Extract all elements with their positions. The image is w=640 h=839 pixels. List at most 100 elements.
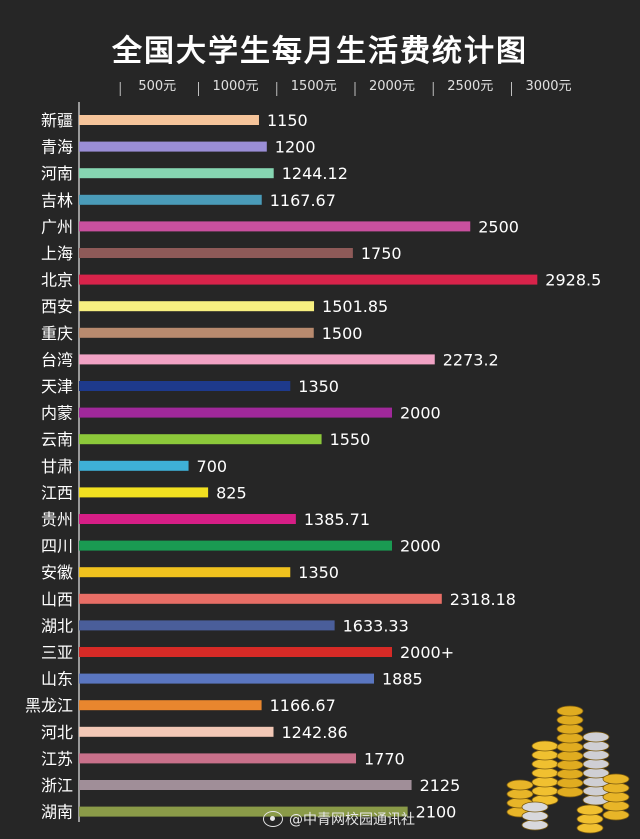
value-label: 1200 — [275, 138, 316, 157]
value-label: 1501.85 — [322, 297, 388, 316]
bar — [79, 354, 435, 365]
coin — [556, 723, 584, 735]
value-label: 1350 — [298, 377, 339, 396]
category-label: 四川 — [41, 537, 73, 556]
category-label: 上海 — [41, 244, 73, 263]
watermark-text: @中青网校园通讯社 — [289, 812, 415, 828]
coin — [556, 786, 584, 798]
bar — [79, 407, 392, 418]
value-label: 1244.12 — [282, 164, 348, 183]
bar — [79, 753, 357, 764]
coin — [602, 773, 630, 785]
x-tick-label: 3000元 — [525, 79, 571, 94]
category-label: 湖北 — [41, 616, 73, 635]
value-label: 1150 — [267, 111, 308, 130]
bar — [79, 248, 353, 258]
value-label: 1885 — [382, 670, 423, 689]
category-label: 云南 — [41, 430, 73, 449]
value-label: 700 — [197, 457, 228, 476]
category-label: 三亚 — [41, 643, 73, 662]
value-label: 1500 — [322, 324, 363, 343]
coin — [506, 779, 534, 791]
bar — [79, 700, 262, 711]
value-label: 1242.86 — [282, 723, 348, 742]
value-label: 2000 — [400, 404, 441, 423]
bar — [79, 673, 375, 684]
x-tick-label: 500元 — [138, 79, 176, 94]
bar — [79, 620, 335, 631]
value-label: 2125 — [420, 776, 461, 795]
coin — [582, 731, 610, 743]
value-label: 2000+ — [400, 643, 454, 662]
category-label: 浙江 — [41, 776, 73, 795]
weibo-icon — [263, 811, 283, 827]
watermark: @中青网校园通讯社 — [263, 809, 415, 829]
coin — [602, 782, 630, 794]
category-label: 湖南 — [41, 803, 73, 822]
coin — [582, 749, 610, 761]
bar — [79, 806, 408, 817]
coin — [602, 800, 630, 812]
category-label: 台湾 — [41, 350, 73, 369]
bar — [79, 514, 296, 524]
coin — [556, 750, 584, 762]
value-label: 1633.33 — [343, 616, 409, 635]
bar — [79, 567, 291, 578]
coin — [531, 740, 559, 752]
category-label: 青海 — [41, 138, 73, 157]
value-label: 1750 — [361, 244, 402, 263]
x-tick-label: 2000元 — [369, 79, 415, 94]
value-label: 2000 — [400, 537, 441, 556]
category-label: 甘肃 — [41, 457, 73, 476]
coin — [582, 740, 610, 752]
coin — [521, 819, 549, 831]
category-label: 天津 — [41, 377, 73, 396]
value-label: 1167.67 — [270, 191, 336, 210]
value-label: 1385.71 — [304, 510, 370, 529]
category-label: 广州 — [41, 217, 73, 236]
coin — [531, 776, 559, 788]
x-tick-label: 1500元 — [291, 79, 337, 94]
category-label: 新疆 — [41, 111, 73, 130]
bar — [79, 647, 392, 657]
coin — [556, 714, 584, 726]
x-axis-ticks: 500元 1000元 1500元 2000元 2500元 3000元 — [119, 79, 572, 96]
category-label: 江苏 — [41, 749, 73, 768]
coin — [556, 759, 584, 771]
category-label: 山西 — [41, 590, 73, 609]
bar — [79, 434, 322, 445]
bar-rows: 新疆 1150 青海 1200 河南 1244.12 吉林 1167.67 广州 2500 上海 17… — [25, 111, 601, 822]
bar — [79, 487, 209, 498]
bar — [79, 194, 262, 205]
bar — [79, 593, 442, 604]
bar — [79, 168, 274, 179]
x-tick-label: 1000元 — [212, 79, 258, 94]
coin — [556, 741, 584, 753]
category-label: 江西 — [41, 483, 73, 502]
coin — [576, 822, 604, 834]
coin — [602, 791, 630, 803]
category-label: 山东 — [41, 670, 73, 689]
value-label: 2500 — [478, 217, 519, 236]
value-label: 2318.18 — [450, 590, 516, 609]
bar — [79, 381, 291, 391]
coin — [602, 809, 630, 821]
coin — [531, 758, 559, 770]
value-label: 825 — [216, 483, 247, 502]
value-label: 1350 — [298, 563, 339, 582]
x-tick-label: 2500元 — [447, 79, 493, 94]
coin — [521, 810, 549, 822]
coin — [556, 705, 584, 717]
category-label: 北京 — [41, 271, 73, 290]
coin — [531, 785, 559, 797]
category-label: 黑龙江 — [25, 696, 73, 715]
category-label: 内蒙 — [41, 404, 73, 423]
category-label: 安徽 — [41, 563, 73, 582]
category-label: 吉林 — [41, 191, 73, 210]
category-label: 西安 — [41, 297, 73, 316]
category-label: 重庆 — [41, 324, 73, 343]
value-label: 1550 — [330, 430, 371, 449]
coin — [521, 801, 549, 813]
coin — [556, 777, 584, 789]
